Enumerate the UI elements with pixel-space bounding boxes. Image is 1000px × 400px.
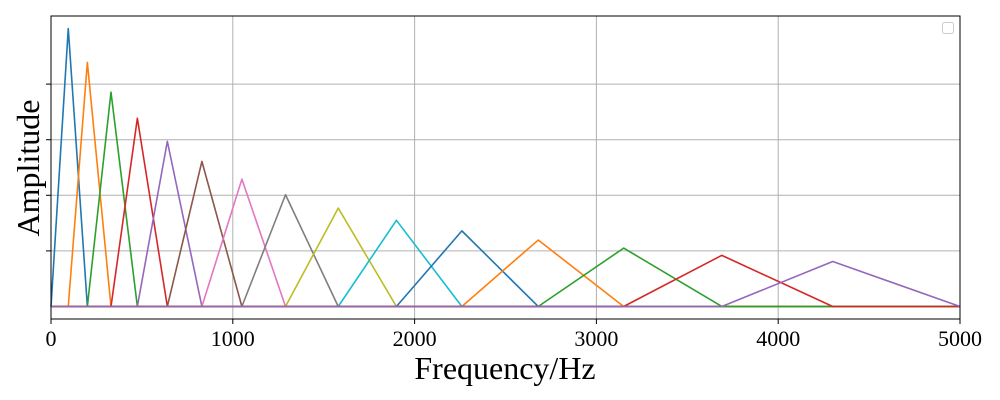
x-axis-label: Frequency/Hz	[414, 350, 595, 386]
x-tick-label: 5000	[938, 326, 982, 351]
x-tick-label: 0	[46, 326, 57, 351]
x-tick-label: 1000	[211, 326, 255, 351]
grid	[51, 16, 960, 319]
x-tick-label: 4000	[756, 326, 800, 351]
ticks	[46, 83, 961, 324]
plot-frame	[50, 15, 961, 320]
x-tick-labels: 0 1000 2000 3000 4000 5000	[46, 326, 983, 351]
series-group	[50, 27, 961, 308]
x-tick-label: 2000	[393, 326, 437, 351]
legend-box	[942, 22, 954, 34]
filter-series-line	[51, 260, 961, 308]
y-axis-label: Amplitude	[10, 100, 46, 237]
x-tick-label: 3000	[574, 326, 618, 351]
